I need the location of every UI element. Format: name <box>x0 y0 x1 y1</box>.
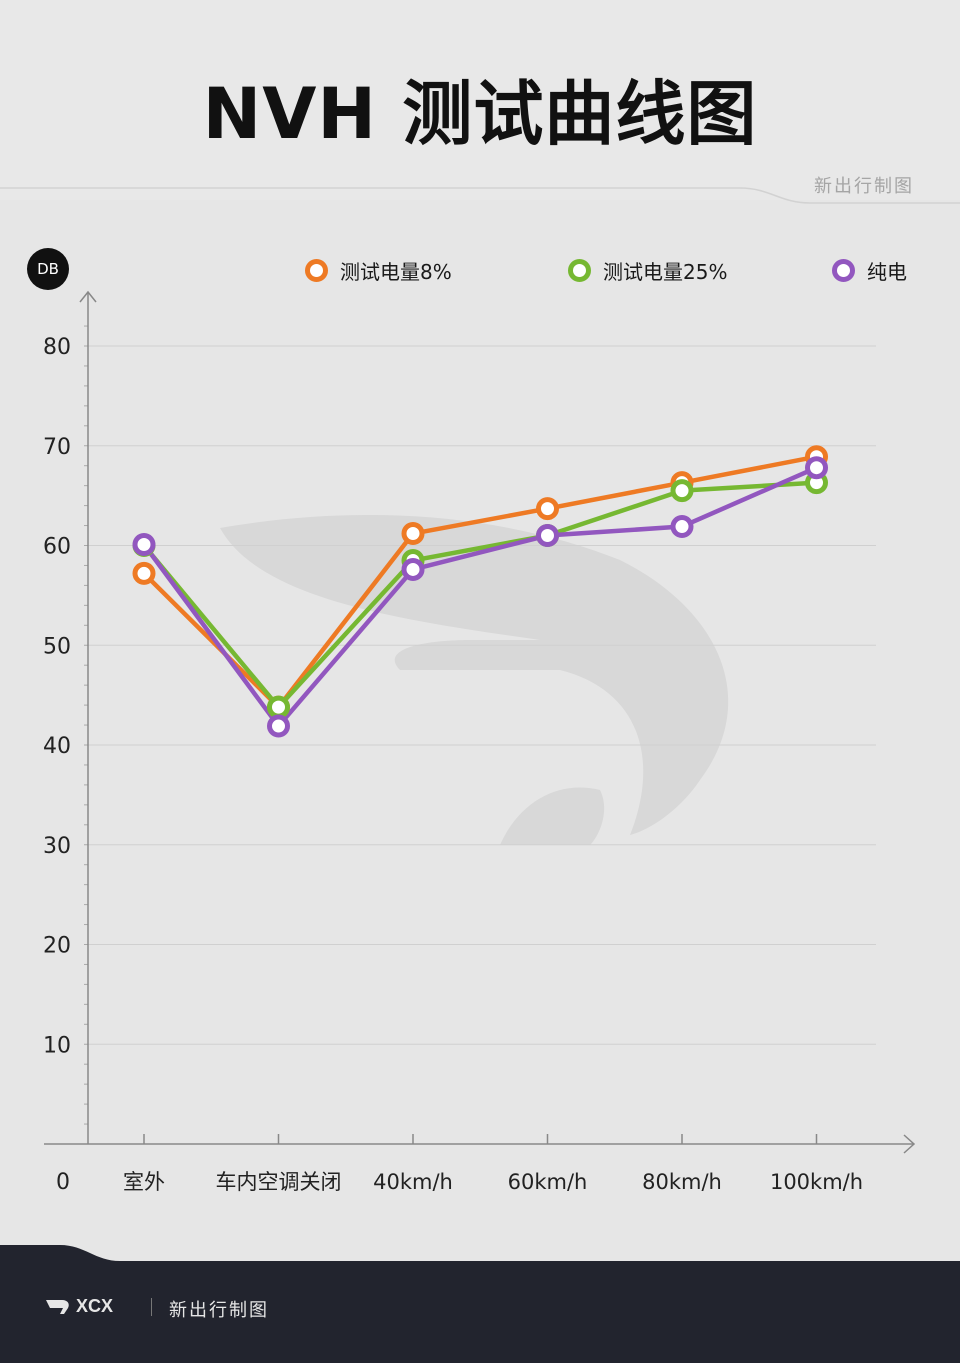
data-point-series-3 <box>132 533 156 557</box>
line-chart: 10 20 30 40 50 60 70 80 0 室外 车内空调关闭 40km/h 60km/h 80k… <box>43 290 916 1195</box>
watermark-logo <box>220 514 729 845</box>
legend-marker-green <box>568 258 591 282</box>
footer: XCX 新出行制图 <box>0 1245 960 1363</box>
x-tick-label: 80km/h <box>642 1170 722 1194</box>
footer-brand: 新出行制图 <box>169 1300 269 1321</box>
data-point-series-1 <box>401 522 425 546</box>
x-tick-label: 60km/h <box>508 1170 588 1194</box>
brand-watermark-top: 新出行制图 <box>814 176 914 197</box>
x-axis-arrow <box>903 1134 916 1154</box>
data-point-series-3 <box>670 515 694 539</box>
data-point-series-1 <box>536 497 559 521</box>
legend-item-series-2: 测试电量25% <box>568 255 727 285</box>
footer-separator <box>151 1298 152 1316</box>
series-line-3 <box>141 465 819 729</box>
legend-marker-orange <box>305 258 328 282</box>
y-tick-label: 60 <box>43 535 71 560</box>
data-point-series-2 <box>267 695 290 719</box>
legend-label-series-2: 测试电量25% <box>603 259 728 284</box>
y-tick-label: 50 <box>43 634 71 659</box>
xcx-logo: XCX <box>46 1296 113 1316</box>
data-point-series-3 <box>805 456 828 480</box>
y-tick-label: 10 <box>43 1033 71 1058</box>
footer-background <box>0 1245 960 1363</box>
y-tick-label: 20 <box>43 934 71 959</box>
y-tick-label: 30 <box>43 834 71 859</box>
data-point-series-3 <box>401 557 425 581</box>
data-point-series-3 <box>267 714 290 738</box>
data-point-series-1 <box>132 561 156 585</box>
x-tick-label: 室外 <box>123 1170 165 1194</box>
legend-label-series-1: 测试电量8% <box>340 259 452 284</box>
unit-badge: DB <box>27 248 69 290</box>
data-point-series-2 <box>670 479 694 503</box>
origin-label: 0 <box>56 1170 70 1195</box>
page-header: NVH 测试曲线图 <box>0 0 960 200</box>
legend-item-series-3: 纯电 <box>832 255 907 285</box>
y-tick-label: 70 <box>43 435 71 460</box>
y-axis-arrow <box>79 290 97 303</box>
data-point-series-3 <box>536 524 559 548</box>
x-tick-label: 车内空调关闭 <box>216 1170 342 1194</box>
logo-text: XCX <box>76 1296 113 1316</box>
page-title: NVH 测试曲线图 <box>202 73 758 155</box>
legend-label-series-3: 纯电 <box>867 259 907 284</box>
legend-marker-purple <box>832 258 855 282</box>
legend-item-series-1: 测试电量8% <box>305 255 452 285</box>
header-divider <box>0 187 960 204</box>
series-line-1 <box>141 454 819 710</box>
y-tick-label: 80 <box>43 335 71 360</box>
x-tick-label: 100km/h <box>770 1170 863 1194</box>
y-tick-label: 40 <box>43 734 71 759</box>
x-tick-label: 40km/h <box>373 1170 453 1194</box>
series-line-2 <box>141 480 819 710</box>
